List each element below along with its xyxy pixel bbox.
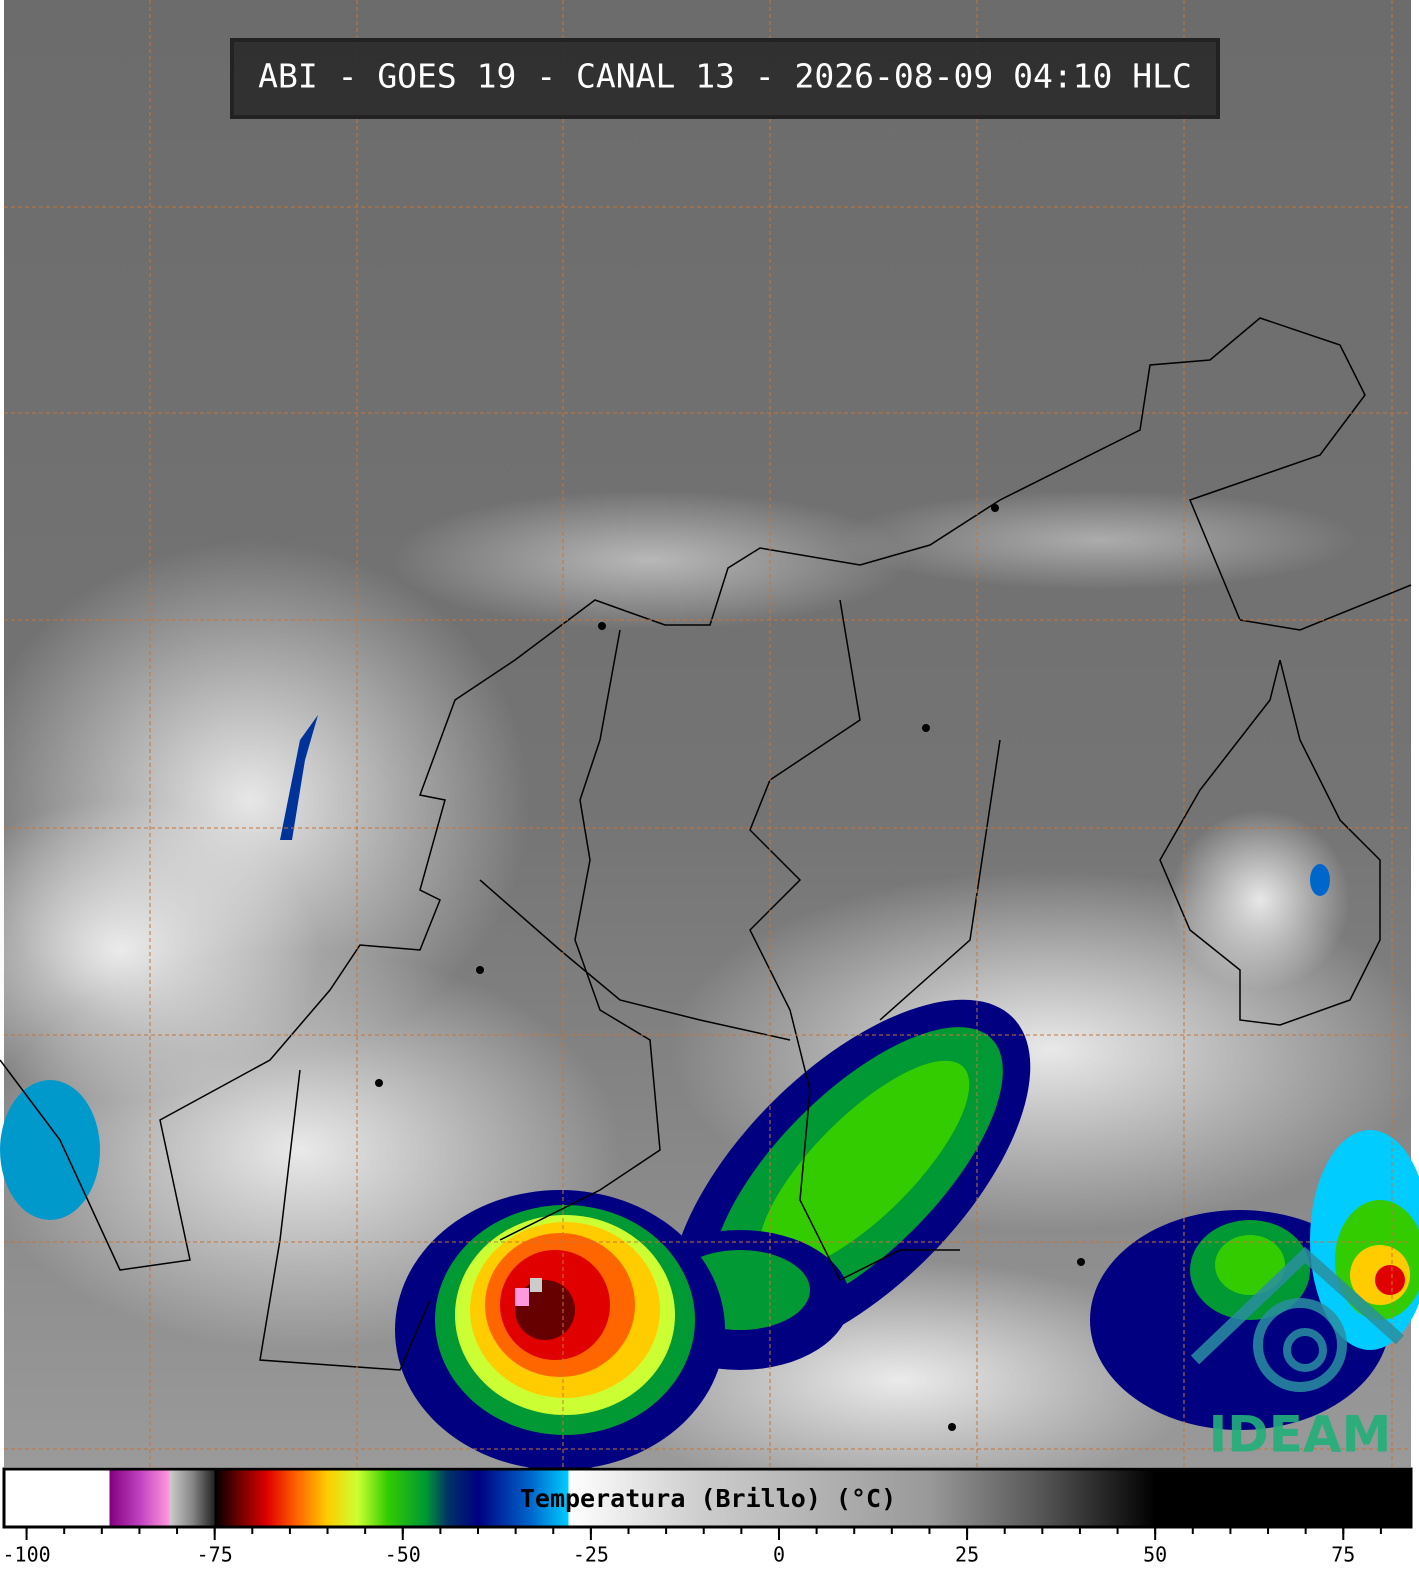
cloud [840, 490, 1360, 590]
cold-cloud [280, 715, 318, 840]
lake-maracaibo [1159, 659, 1381, 1026]
colorbar: Temperatura (Brillo) (°C) -100 -75 -50 -25 0… [2, 1467, 1413, 1567]
cloud [390, 490, 910, 630]
cold-cloud [0, 1080, 100, 1220]
logo [1190, 1246, 1405, 1392]
tick-label: 25 [955, 1543, 979, 1567]
tick-label: -100 [2, 1543, 50, 1567]
cities [375, 504, 1085, 1431]
graticule [4, 0, 1411, 1467]
tick-label: -25 [573, 1543, 609, 1567]
tick-label: 75 [1331, 1543, 1355, 1567]
cloud [1170, 810, 1350, 990]
border [259, 599, 1001, 1371]
tick-label: 50 [1143, 1543, 1167, 1567]
colorbar-label: Temperatura (Brillo) (°C) [520, 1484, 896, 1513]
convective-cell [395, 1190, 725, 1470]
title-box [230, 38, 1220, 119]
logo-text: IDEAM [1209, 1406, 1392, 1464]
satellite-image: IDEAM [0, 0, 1419, 1500]
coastline [0, 317, 1412, 1271]
tick-label: -75 [197, 1543, 233, 1567]
cold-cloud [1310, 864, 1330, 896]
tick-label: 0 [773, 1543, 785, 1567]
tick-label: -50 [385, 1543, 421, 1567]
title: ABI - GOES 19 - CANAL 13 - 2026-08-09 04… [258, 57, 1192, 96]
colorbar-gradient [2, 1467, 1413, 1529]
